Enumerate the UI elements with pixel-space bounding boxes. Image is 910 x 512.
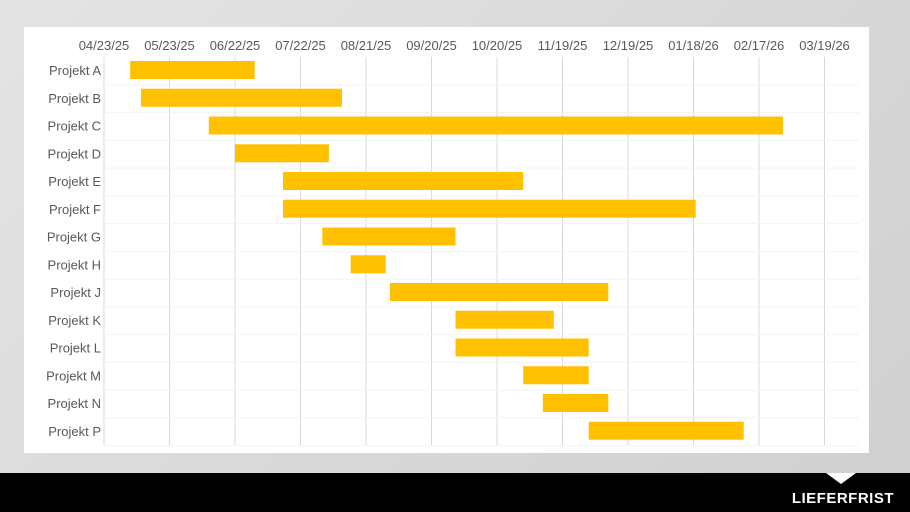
task-label: Projekt C	[48, 119, 101, 134]
x-tick-label: 06/22/25	[210, 38, 261, 53]
x-tick-label: 11/19/25	[538, 38, 588, 53]
task-bar	[523, 366, 589, 385]
x-tick-label: 04/23/25	[79, 38, 130, 53]
task-label: Projekt L	[50, 341, 101, 356]
footer-bar	[0, 473, 910, 512]
task-bar	[455, 338, 589, 357]
task-bar	[390, 283, 609, 301]
footer-label: LIEFERFRIST	[791, 490, 894, 507]
x-tick-label: 05/23/25	[144, 38, 195, 53]
task-label: Projekt A	[49, 63, 101, 78]
task-bar	[588, 421, 744, 440]
task-label: Projekt F	[49, 202, 101, 217]
task-bar	[141, 88, 342, 107]
task-label: Projekt P	[48, 424, 101, 439]
x-axis-ticks: 04/23/25 05/23/25 06/22/25 07/22/25 08/21/25…	[79, 38, 850, 53]
chart-panel: 04/23/25 05/23/25 06/22/25 07/22/25 08/21/25…	[24, 27, 869, 453]
x-tick-label: 12/19/25	[603, 38, 654, 53]
x-tick-label: 09/20/25	[406, 38, 457, 53]
x-tick-label: 07/22/25	[275, 38, 326, 53]
task-label: Projekt M	[46, 368, 101, 383]
x-tick-label: 10/20/25	[472, 38, 523, 53]
task-label: Projekt N	[48, 396, 101, 411]
task-bars	[130, 61, 784, 440]
row-separators	[104, 84, 859, 447]
footer-notch	[826, 473, 856, 484]
task-bar	[130, 61, 255, 79]
task-bar	[208, 116, 784, 135]
task-label: Projekt G	[47, 230, 101, 245]
task-label: Projekt K	[48, 313, 101, 328]
task-label: Projekt H	[48, 257, 101, 272]
task-bar	[283, 199, 696, 218]
task-bar	[235, 144, 329, 163]
task-bar	[542, 394, 609, 412]
x-tick-label: 08/21/25	[341, 38, 392, 53]
task-label: Projekt J	[50, 285, 101, 300]
gantt-chart: 04/23/25 05/23/25 06/22/25 07/22/25 08/21/25…	[46, 38, 859, 447]
y-axis-categories: Projekt A Projekt B Projekt C Projekt D Proj…	[46, 63, 101, 439]
task-label: Projekt D	[48, 146, 101, 161]
x-tick-label: 02/17/26	[734, 38, 785, 53]
x-tick-label: 03/19/26	[799, 38, 850, 53]
task-bar	[283, 172, 524, 190]
task-label: Projekt B	[48, 91, 101, 106]
task-bar	[350, 255, 386, 274]
task-bar	[322, 227, 456, 246]
task-label: Projekt E	[48, 174, 101, 189]
x-tick-label: 01/18/26	[668, 38, 719, 53]
task-bar	[455, 310, 554, 329]
